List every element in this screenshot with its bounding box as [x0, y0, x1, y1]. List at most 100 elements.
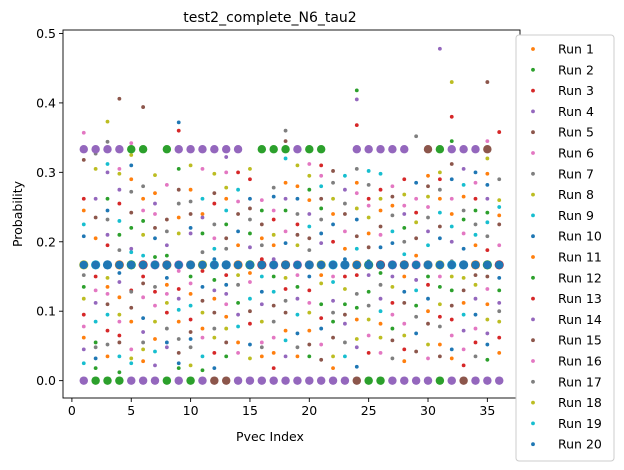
data-point	[81, 347, 86, 352]
data-point	[293, 145, 302, 154]
data-point	[283, 208, 288, 213]
data-point	[153, 319, 157, 324]
data-point	[497, 177, 502, 182]
data-point	[188, 199, 193, 204]
data-point	[176, 120, 181, 125]
data-point	[117, 280, 122, 284]
data-point	[129, 319, 134, 324]
data-point	[105, 302, 110, 307]
data-point	[449, 162, 454, 166]
data-point	[473, 208, 478, 213]
data-point	[461, 328, 466, 333]
data-point	[115, 376, 124, 385]
data-point	[224, 236, 229, 241]
data-point	[164, 243, 169, 248]
data-point	[459, 145, 468, 154]
data-point	[354, 337, 359, 341]
data-point	[141, 196, 146, 201]
data-point	[414, 278, 419, 282]
data-point	[210, 145, 219, 154]
data-point	[354, 217, 359, 222]
data-point	[153, 337, 157, 341]
data-point	[483, 376, 492, 385]
legend-label: Run 6	[558, 146, 594, 161]
data-point	[390, 203, 395, 208]
data-point	[176, 215, 181, 220]
data-point	[485, 317, 490, 322]
data-point	[414, 331, 419, 336]
data-point	[449, 239, 454, 244]
data-point	[233, 145, 243, 154]
data-point	[319, 241, 324, 246]
data-point	[414, 210, 419, 215]
data-point	[423, 145, 433, 154]
data-point	[426, 173, 430, 178]
data-point	[236, 300, 240, 305]
data-point	[388, 260, 397, 270]
data-point	[366, 182, 371, 187]
data-point	[390, 338, 395, 343]
data-point	[343, 321, 347, 326]
data-point	[259, 340, 264, 345]
data-point	[236, 282, 240, 287]
legend-label: Run 12	[558, 270, 602, 285]
data-point	[117, 271, 122, 275]
data-point	[236, 187, 240, 192]
data-point	[319, 316, 324, 321]
data-point	[81, 335, 86, 340]
data-point	[93, 300, 98, 305]
x-tick-label: 20	[301, 403, 317, 418]
data-point	[236, 340, 240, 345]
data-point	[222, 376, 231, 385]
data-point	[402, 225, 407, 230]
data-point	[414, 134, 419, 139]
x-tick-label: 25	[361, 403, 377, 418]
legend-label: Run 11	[558, 250, 602, 265]
legend-marker	[531, 192, 535, 197]
data-point	[164, 345, 169, 350]
data-point	[331, 310, 335, 315]
data-point	[81, 208, 86, 213]
data-point	[354, 345, 359, 350]
data-point	[388, 376, 397, 385]
data-point	[271, 232, 276, 237]
data-point	[497, 288, 502, 293]
data-point	[141, 347, 146, 352]
data-point	[271, 194, 276, 199]
data-point	[153, 191, 157, 196]
data-point	[305, 376, 314, 385]
data-point	[200, 250, 205, 255]
data-point	[117, 370, 122, 375]
data-point	[164, 326, 169, 331]
data-point	[449, 274, 454, 279]
data-point	[283, 298, 288, 303]
data-point	[402, 274, 407, 279]
legend-marker	[531, 359, 535, 363]
data-point	[129, 347, 134, 352]
data-point	[366, 169, 371, 173]
data-point	[414, 196, 419, 201]
data-point	[402, 203, 407, 208]
data-point	[423, 376, 433, 385]
data-point	[224, 354, 229, 359]
data-point	[437, 170, 442, 175]
data-point	[79, 145, 88, 154]
data-point	[295, 345, 300, 350]
data-point	[366, 333, 371, 338]
data-point	[117, 171, 122, 176]
data-point	[210, 260, 219, 270]
data-point	[224, 222, 229, 227]
data-point	[93, 166, 98, 171]
data-point	[319, 281, 324, 286]
data-point	[295, 243, 300, 248]
data-point	[141, 274, 146, 279]
data-point	[188, 281, 193, 286]
data-point	[331, 180, 335, 185]
data-point	[390, 312, 395, 317]
data-point	[259, 302, 264, 307]
data-point	[473, 296, 478, 301]
data-point	[426, 229, 430, 234]
data-point	[307, 274, 312, 279]
data-point	[437, 274, 442, 279]
data-point	[233, 376, 243, 385]
